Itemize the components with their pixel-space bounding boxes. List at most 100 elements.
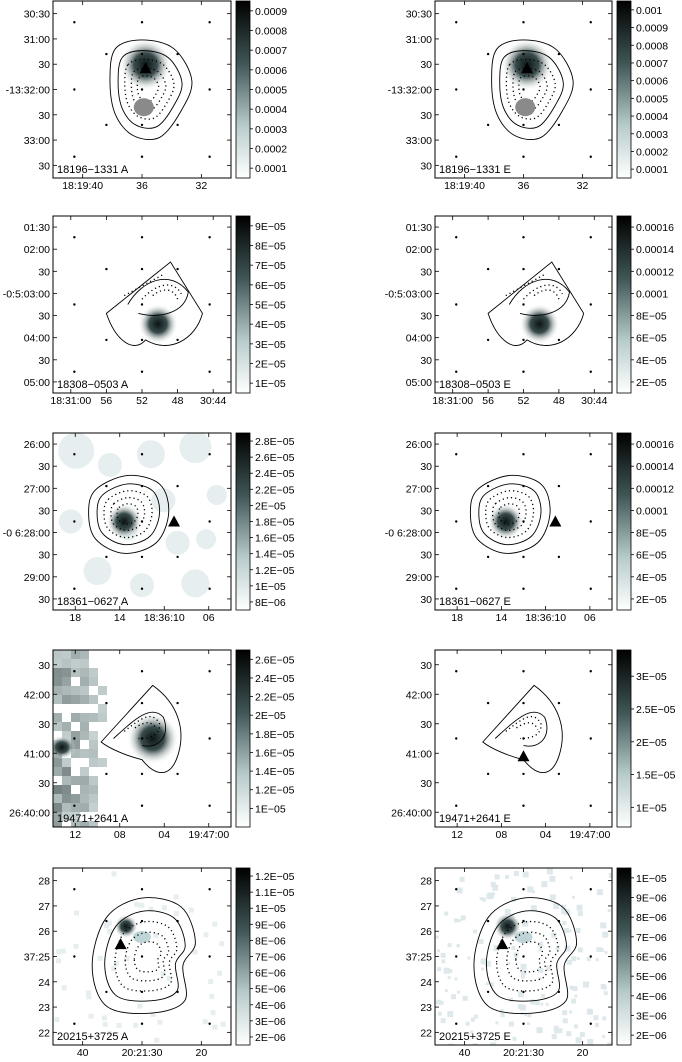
map-panel: 26:00 30 27:00 30 -0 6:28:00 30 29:00 30 18 14 18:… [385,432,674,624]
bg-noise [134,901,140,907]
grid-dot [140,236,144,239]
grid-dot [140,701,144,705]
grid-dot [486,772,490,776]
bg-noise [561,904,567,910]
y-tick-label: 04:00 [406,333,432,345]
bg-pixel [98,704,107,713]
bg-noise [460,915,466,921]
colorbar-tick-label: 3E−06 [636,1011,667,1023]
bg-noise [456,887,463,894]
bg-noise [504,874,509,879]
bg-noise [493,945,500,952]
source-triangle [517,750,530,762]
map-frame [52,432,232,611]
y-tick-label: 41:00 [406,748,432,760]
contour-line [88,474,170,554]
bg-noise [55,958,61,964]
grid-dot [208,670,211,673]
y-tick-label: 27:00 [24,483,50,495]
bg-noise [517,1004,523,1010]
grid-dot [140,990,144,994]
grid-dot [176,919,179,923]
grid-dot [522,670,525,673]
x-tick-label: 20:21:30 [122,1047,163,1057]
bg-pixel [89,677,98,686]
bg-noise [437,1011,442,1016]
grid-dot [140,955,144,958]
bg-pixel [98,686,107,695]
y-tick-label: 02:00 [24,244,50,256]
contour-line [491,39,574,141]
colorbar-tick-label: 6E−06 [636,952,667,964]
y-tick-label: 31:00 [24,34,50,46]
contour-line [515,941,544,973]
grid-dot [176,701,179,705]
y-tick-label: -0 6:28:00 [3,528,50,540]
colorbar-tick-label: 8E−05 [636,528,667,540]
bg-noise [571,998,577,1004]
grid-dot [176,267,179,271]
grid-dot [486,338,490,342]
grid-dot [208,236,211,239]
bg-noise [101,1015,107,1021]
grid-dot [455,88,458,91]
y-tick-label: 26:00 [24,439,50,451]
bg-noise [574,1024,579,1029]
emission-peak [133,931,151,944]
grid-dot [455,370,458,373]
y-tick-label: 30 [420,550,432,562]
colorbar-tick-label: 6E−05 [255,280,286,292]
bg-noise [493,1038,497,1042]
colorbar-tick-label: 0.0005 [255,85,287,97]
y-tick-label: 28 [38,876,50,888]
grid-dot [73,804,76,807]
bg-noise [602,985,607,990]
y-tick-label: 30 [38,778,50,790]
contour-line [105,261,203,346]
bg-noise [492,884,499,891]
bg-patch [58,433,95,469]
contour-line [123,273,164,297]
bg-pixel [71,650,80,659]
grid-dot [522,370,525,373]
contour-line [478,483,542,546]
bg-pixel [53,695,62,704]
bg-noise [444,989,448,993]
contour-line [133,941,162,973]
x-tick-label: 18:31:00 [50,395,91,407]
grid-dot [522,88,525,91]
bg-noise [447,1011,454,1018]
bg-noise [562,1018,568,1024]
bg-noise [439,1000,444,1005]
bg-pixel [80,821,89,827]
colorbar-tick-label: 2.2E−05 [255,484,295,496]
y-tick-label: 22 [420,1027,432,1039]
colorbar-tick-label: 1E−05 [255,378,286,390]
bg-noise [441,959,446,964]
grid-dot [140,555,144,559]
bg-noise [485,982,489,986]
contour-line [110,496,146,532]
bg-noise [538,977,542,981]
grid-dot [522,919,525,923]
x-tick-label: 04 [158,829,170,841]
colorbar-tick-label: 0.0004 [636,111,668,123]
bg-noise [203,932,209,938]
y-tick-label: 33:00 [406,135,432,147]
bg-noise [594,1022,599,1027]
bg-pixel [53,713,62,722]
bg-noise [541,881,548,888]
bg-noise [586,1008,593,1015]
source-triangle [114,938,127,950]
x-tick-label: 18:31:00 [432,395,473,407]
bg-noise [587,1039,594,1045]
grid-dot [140,484,144,488]
grid-dot [455,155,458,158]
grid-dot [455,520,458,523]
bg-noise [456,944,460,948]
grid-dot [522,520,525,523]
grid-dot [557,919,561,923]
y-tick-label: 04:00 [24,333,50,345]
colorbar-tick-label: 0.00016 [636,439,674,451]
x-tick-label: 06 [584,612,596,624]
